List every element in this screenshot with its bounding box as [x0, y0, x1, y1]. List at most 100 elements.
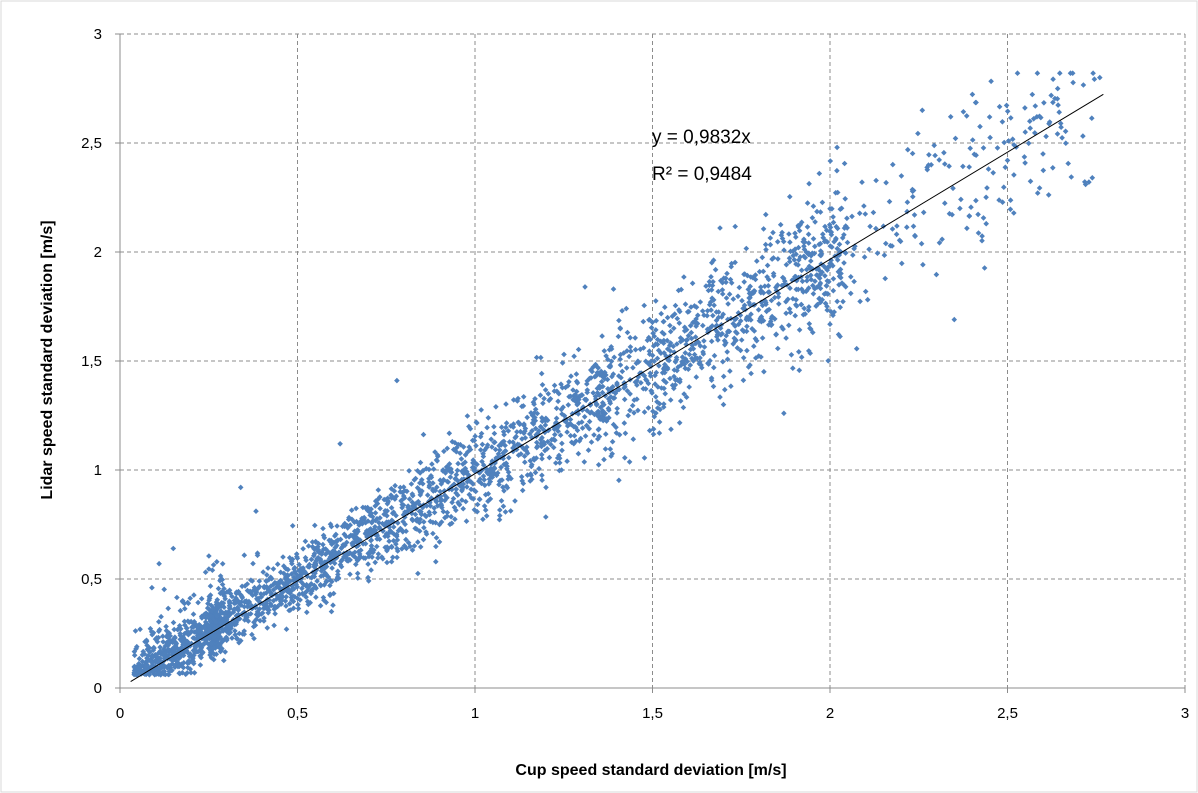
scatter-point — [1003, 102, 1010, 109]
scatter-point — [190, 647, 197, 654]
scatter-point — [481, 477, 487, 483]
scatter-point — [264, 625, 271, 631]
scatter-point — [596, 385, 603, 391]
scatter-point — [850, 252, 856, 258]
scatter-point — [594, 370, 600, 376]
scatter-point — [692, 334, 699, 340]
scatter-point — [265, 610, 271, 616]
scatter-point — [660, 404, 667, 410]
scatter-point — [603, 353, 609, 359]
scatter-point — [414, 485, 421, 491]
scatter-point — [327, 577, 334, 584]
scatter-point — [674, 315, 681, 322]
scatter-point — [647, 336, 654, 343]
scatter-point — [808, 258, 814, 264]
scatter-point — [552, 431, 558, 438]
scatter-point — [553, 460, 559, 466]
scatter-point — [672, 377, 679, 383]
scatter-point — [487, 496, 494, 502]
scatter-point — [705, 360, 711, 366]
scatter-point — [444, 513, 450, 519]
scatter-point — [640, 345, 647, 351]
scatter-point — [817, 248, 824, 254]
scatter-point — [446, 430, 453, 437]
scatter-point — [539, 455, 545, 462]
scatter-point — [286, 600, 293, 607]
scatter-point — [767, 235, 774, 241]
scatter-point — [420, 536, 427, 543]
scatter-point — [711, 364, 717, 371]
scatter-point — [807, 325, 813, 332]
scatter-point — [165, 646, 171, 653]
scatter-point — [457, 450, 463, 456]
scatter-point — [849, 213, 855, 220]
scatter-point — [586, 418, 593, 425]
scatter-point — [480, 473, 487, 479]
scatter-point — [302, 538, 309, 545]
scatter-point — [700, 349, 706, 355]
scatter-point — [748, 370, 754, 377]
scatter-point — [223, 609, 229, 615]
scatter-point — [740, 355, 747, 361]
scatter-point — [746, 290, 753, 297]
scatter-point — [421, 519, 427, 525]
scatter-point — [411, 477, 418, 483]
scatter-point — [590, 390, 596, 396]
scatter-point — [586, 375, 593, 382]
scatter-point — [603, 431, 609, 437]
scatter-point — [576, 438, 583, 444]
scatter-point — [429, 461, 435, 467]
scatter-point — [131, 664, 138, 670]
scatter-point — [376, 524, 383, 531]
scatter-point — [880, 223, 887, 229]
scatter-point — [779, 282, 785, 289]
scatter-point — [788, 352, 795, 358]
scatter-point — [390, 537, 397, 544]
scatter-point — [374, 543, 380, 550]
scatter-point — [676, 420, 683, 426]
scatter-point — [806, 180, 812, 187]
scatter-point — [786, 306, 793, 312]
scatter-point — [736, 284, 743, 291]
scatter-point — [229, 593, 235, 600]
scatter-point — [538, 370, 545, 377]
scatter-point — [714, 331, 721, 338]
scatter-point — [688, 304, 694, 310]
trendline-equation: y = 0,9832x — [652, 127, 751, 148]
y-tick-label: 2,5 — [81, 135, 102, 152]
scatter-point — [1065, 160, 1071, 167]
scatter-point — [444, 509, 451, 516]
scatter-point — [502, 448, 509, 454]
scatter-point — [703, 283, 709, 289]
scatter-point — [745, 364, 752, 370]
scatter-point — [528, 472, 534, 479]
scatter-point — [463, 518, 470, 524]
scatter-point — [184, 660, 191, 666]
scatter-point — [482, 447, 488, 453]
scatter-point — [493, 404, 499, 410]
scatter-point — [195, 599, 201, 606]
scatter-point — [780, 238, 787, 245]
scatter-point — [467, 426, 474, 432]
scatter-point — [606, 347, 613, 353]
scatter-point — [540, 400, 546, 407]
scatter-point — [656, 363, 662, 369]
scatter-point — [599, 400, 606, 406]
scatter-point — [946, 163, 952, 169]
scatter-point — [546, 454, 553, 461]
scatter-point — [805, 307, 812, 314]
y-axis-title: Lidar speed standard deviation [m/s] — [39, 220, 56, 499]
scatter-point — [657, 338, 664, 345]
scatter-point — [498, 498, 505, 504]
scatter-point — [150, 630, 157, 636]
scatter-point — [277, 601, 284, 607]
scatter-point — [501, 438, 507, 445]
scatter-point — [181, 600, 188, 607]
scatter-point — [500, 450, 506, 456]
scatter-point — [710, 279, 716, 285]
scatter-point — [375, 496, 381, 502]
scatter-point — [180, 635, 187, 642]
scatter-point — [656, 419, 663, 425]
scatter-point — [245, 603, 251, 610]
scatter-point — [539, 415, 545, 421]
